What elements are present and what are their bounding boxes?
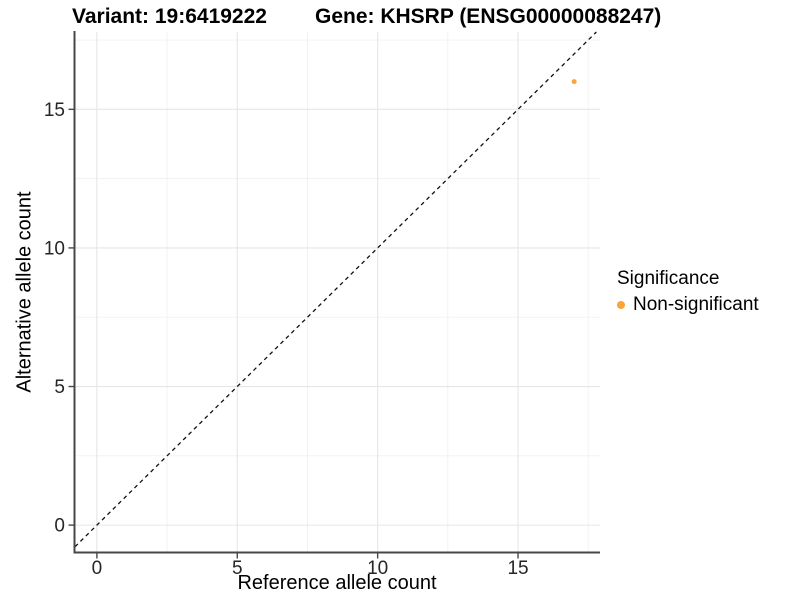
legend-title: Significance	[617, 268, 720, 289]
y-axis-title: Alternative allele count	[13, 191, 36, 393]
x-tick-label: 10	[367, 558, 388, 579]
legend-key-dot-icon	[617, 301, 625, 309]
legend-item: Non-significant	[617, 294, 759, 316]
identity-dashed-line	[74, 31, 597, 548]
x-tick-label: 5	[232, 558, 243, 579]
x-axis-title: Reference allele count	[237, 572, 437, 594]
plot-title-variant: Variant: 19:6419222	[72, 5, 267, 28]
x-tick-label: 0	[92, 558, 103, 579]
y-tick-label: 5	[54, 377, 65, 398]
plot-title-gene: Gene: KHSRP (ENSG00000088247)	[315, 5, 662, 28]
y-tick-label: 10	[44, 238, 65, 259]
y-tick-label: 0	[54, 516, 65, 537]
legend: Significance Non-significant	[617, 268, 759, 316]
y-tick-label: 15	[44, 100, 65, 121]
x-tick-label: 15	[507, 558, 528, 579]
legend-items: Non-significant	[617, 294, 759, 316]
legend-item-label: Non-significant	[633, 294, 759, 315]
data-point	[571, 79, 577, 85]
